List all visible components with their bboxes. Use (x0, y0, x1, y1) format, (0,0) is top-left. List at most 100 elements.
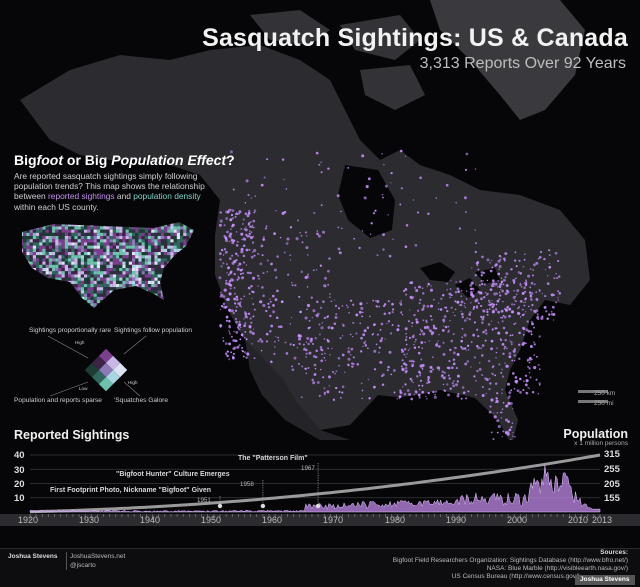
county-cell (157, 236, 161, 240)
county-cell (164, 236, 168, 240)
sighting-dot (253, 211, 256, 214)
sighting-dot (224, 305, 228, 309)
sighting-dot (495, 399, 499, 404)
county-cell (141, 229, 145, 233)
county-cell (71, 306, 75, 308)
county-cell (164, 232, 168, 237)
county-cell (154, 290, 158, 294)
sighting-dot (404, 327, 408, 331)
sighting-dot (474, 229, 477, 231)
county-cell (192, 223, 194, 227)
county-cell (74, 232, 78, 237)
county-cell (189, 239, 193, 243)
county-cell (122, 264, 126, 269)
sighting-dot (231, 261, 235, 265)
county-cell (160, 255, 165, 259)
footer-source-census[interactable]: US Census Bureau (http://www.census.gov/… (451, 573, 580, 580)
footer-source-nasa[interactable]: NASA: Blue Marble (http://visibleearth.n… (486, 565, 628, 572)
county-cell (164, 280, 168, 285)
county-cell (23, 310, 26, 312)
sighting-dot (456, 374, 460, 378)
sighting-dot (525, 328, 529, 332)
county-cell (106, 261, 110, 265)
county-cell (87, 284, 91, 288)
county-cell (77, 290, 81, 294)
sighting-dot (225, 217, 229, 220)
sighting-dot (458, 227, 461, 230)
sighting-dot (501, 368, 503, 371)
county-cell (135, 274, 139, 278)
sighting-dot (533, 283, 536, 286)
county-cell (119, 306, 123, 308)
county-cell (80, 223, 85, 227)
sighting-dot (324, 359, 327, 361)
county-cell (36, 293, 40, 297)
sighting-dot (226, 354, 229, 358)
county-cell (106, 310, 109, 312)
sighting-dot (546, 275, 549, 277)
county-cell (138, 268, 142, 272)
sighting-dot (478, 362, 481, 364)
county-cell (180, 255, 184, 259)
sighting-dot (391, 310, 394, 314)
footer-handle[interactable]: @jscarto (70, 562, 96, 569)
sighting-dot (466, 344, 470, 347)
sighting-dot (276, 255, 279, 258)
sighting-dot (263, 176, 266, 179)
county-cell (80, 248, 85, 253)
county-cell (116, 271, 120, 275)
sighting-dot (382, 233, 385, 236)
county-cell (36, 242, 40, 246)
county-cell (39, 296, 43, 301)
sighting-dot (427, 282, 430, 286)
county-cell (68, 239, 72, 243)
sighting-dot (250, 321, 253, 325)
y-right-tick-155: 155 (604, 493, 620, 504)
county-cell (32, 232, 37, 237)
sighting-dot (236, 326, 240, 329)
county-cell (71, 252, 75, 256)
county-cell (36, 226, 40, 230)
county-cell (132, 264, 136, 269)
county-cell (68, 264, 72, 269)
county-cell (138, 284, 142, 288)
county-cell (141, 223, 145, 227)
county-cell (106, 296, 110, 301)
county-cell (192, 255, 194, 259)
sighting-dot (446, 282, 448, 285)
county-cell (61, 306, 65, 308)
sighting-dot (245, 179, 249, 183)
county-cell (93, 232, 97, 237)
county-cell (61, 290, 65, 294)
county-cell (84, 242, 88, 246)
county-cell (61, 274, 65, 278)
county-cell (52, 264, 56, 269)
county-cell (180, 261, 184, 265)
county-cell (48, 296, 53, 301)
county-cell (39, 242, 43, 246)
county-cell (176, 280, 181, 285)
sighting-dot (518, 259, 521, 262)
county-cell (186, 242, 190, 246)
county-cell (55, 268, 59, 272)
sighting-dot (336, 194, 340, 198)
county-cell (160, 277, 165, 281)
sighting-dot (514, 295, 516, 298)
county-cell (77, 271, 81, 275)
sighting-dot (449, 288, 452, 290)
county-cell (122, 290, 126, 294)
county-cell (196, 306, 199, 309)
sighting-dot (482, 330, 485, 334)
sighting-dot (523, 286, 527, 290)
sighting-dot (329, 296, 331, 298)
sighting-dot (531, 274, 534, 277)
footer-site[interactable]: JoshuaStevens.net (70, 553, 126, 560)
sighting-dot (511, 422, 514, 424)
county-cell (109, 303, 113, 307)
sighting-dot (492, 365, 495, 368)
footer-source-bfro[interactable]: Bigfoot Field Researchers Organization: … (392, 557, 628, 564)
county-cell (135, 232, 139, 237)
county-cell (23, 293, 27, 297)
sighting-dot (275, 276, 277, 278)
sighting-dot (481, 354, 484, 357)
